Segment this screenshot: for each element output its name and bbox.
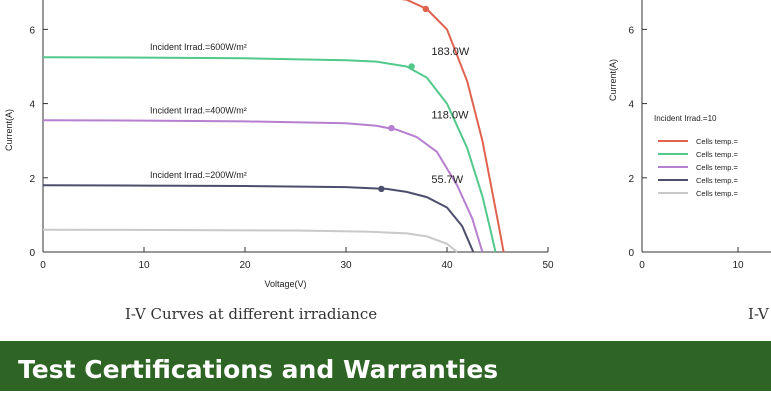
series-label: Incident Irrad.=400W/m² [150, 105, 247, 115]
x-tick-label: 40 [441, 260, 453, 271]
max-power-point [388, 124, 395, 132]
x-tick-label: 20 [239, 260, 251, 271]
x-axis-label: Voltage(V) [264, 279, 306, 289]
series-label: Incident Irrad.=600W/m² [150, 42, 247, 52]
max-power-point [422, 5, 429, 13]
section-title: Test Certifications and Warranties [18, 355, 499, 384]
series-line [42, 228, 458, 253]
series-line [42, 119, 484, 253]
chart-caption-irradiance: I-V Curves at different irradiance [125, 305, 378, 323]
y-tick-label: 2 [628, 174, 634, 185]
power-label: 118.0W [431, 109, 469, 121]
section-banner: Test Certifications and Warranties [0, 341, 771, 391]
y-tick-label: 6 [628, 25, 634, 36]
legend-label: Cells temp.= [696, 163, 739, 172]
x-tick-label: 0 [639, 260, 645, 271]
y-axis-label: Current(A) [608, 59, 618, 101]
y-tick-label: 4 [29, 100, 35, 111]
y-tick-label: 0 [29, 248, 35, 259]
y-tick-label: 0 [628, 248, 634, 259]
y-tick-label: 4 [628, 100, 634, 111]
y-axis-label: Current(A) [4, 109, 14, 151]
legend-label: Cells temp.= [696, 150, 739, 159]
iv-chart-temperature: 0 10 0 2 4 6 Current(A) Incident Irrad.=10 Cells… [608, 0, 771, 271]
x-tick-label: 10 [138, 260, 150, 271]
y-tick-label: 6 [29, 25, 35, 36]
power-label: 183.0W [431, 46, 470, 58]
chart-caption-temperature: I-V [748, 305, 769, 323]
series-label: Incident Irrad.=200W/m² [150, 170, 247, 180]
y-tick-label: 2 [29, 174, 35, 185]
x-tick-label: 50 [542, 260, 554, 271]
legend-label: Cells temp.= [696, 137, 739, 146]
series-line [401, 0, 505, 253]
x-tick-label: 0 [40, 260, 46, 271]
power-label: 55.7W [431, 174, 463, 186]
x-tick-label: 30 [340, 260, 352, 271]
legend-title: Incident Irrad.=10 [654, 114, 717, 123]
x-tick-label: 10 [732, 260, 744, 271]
legend-label: Cells temp.= [696, 189, 739, 198]
series-line [42, 56, 497, 253]
series-line [42, 184, 475, 253]
iv-chart-irradiance: 0 10 20 30 40 50 0 2 4 6 Voltage(V) Current(A) Incid… [4, 0, 554, 289]
max-power-point [408, 63, 415, 70]
max-power-point [378, 185, 385, 193]
legend-label: Cells temp.= [696, 176, 739, 185]
